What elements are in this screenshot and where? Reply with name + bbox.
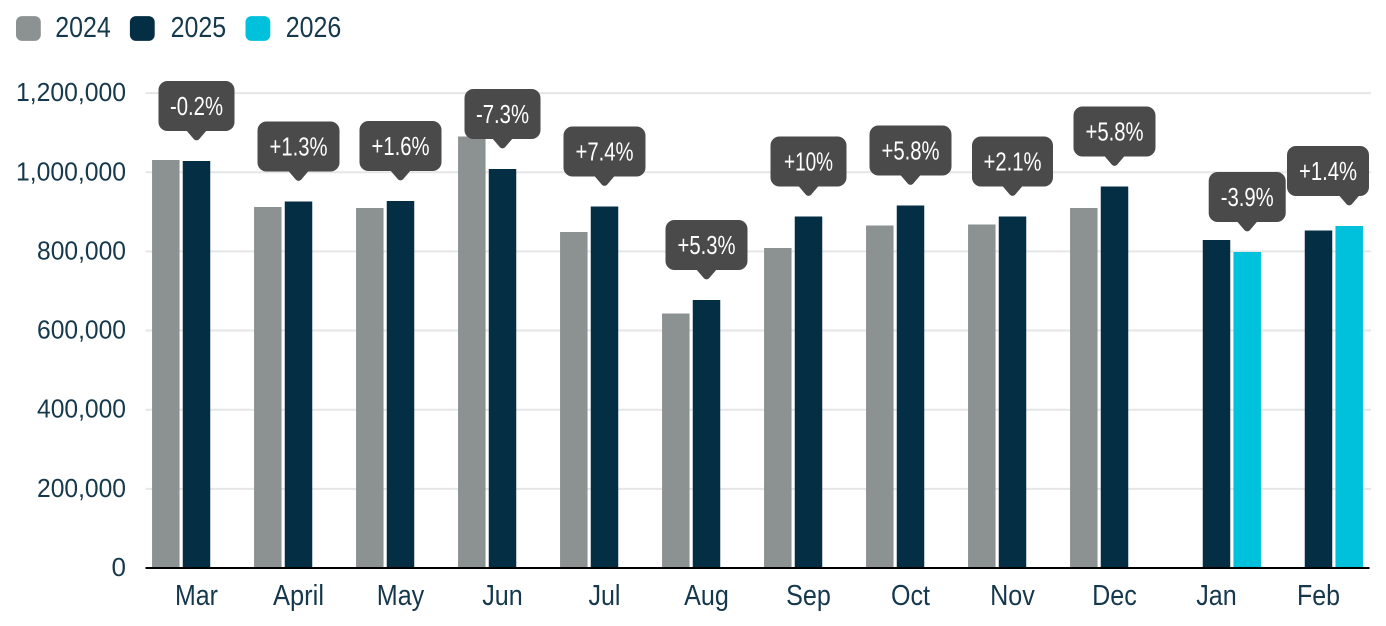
svg-text:Dec: Dec [1092,580,1137,612]
svg-text:-3.9%: -3.9% [1221,182,1274,212]
svg-text:Oct: Oct [891,580,930,612]
svg-text:2026: 2026 [286,12,342,44]
svg-text:-0.2%: -0.2% [170,91,223,121]
svg-text:Aug: Aug [684,580,729,612]
svg-text:Feb: Feb [1297,580,1340,612]
svg-text:200,000: 200,000 [37,473,126,503]
svg-text:+5.8%: +5.8% [882,136,940,166]
svg-text:Jun: Jun [482,580,523,612]
svg-text:May: May [377,580,425,612]
svg-text:0: 0 [112,552,126,582]
svg-text:+5.3%: +5.3% [678,230,736,260]
svg-text:600,000: 600,000 [37,315,126,345]
svg-text:April: April [273,580,324,612]
svg-text:+10%: +10% [784,147,833,177]
svg-text:Nov: Nov [990,580,1035,612]
svg-text:800,000: 800,000 [37,235,126,265]
svg-text:+1.3%: +1.3% [270,132,328,162]
svg-text:Mar: Mar [175,580,218,612]
svg-text:+7.4%: +7.4% [576,137,634,167]
svg-text:+2.1%: +2.1% [984,147,1042,177]
svg-text:+1.4%: +1.4% [1299,156,1357,186]
svg-text:Jan: Jan [1196,580,1237,612]
svg-text:2025: 2025 [171,12,227,44]
svg-text:-7.3%: -7.3% [476,99,529,129]
svg-text:Sep: Sep [786,580,831,612]
svg-text:2024: 2024 [55,12,111,44]
svg-text:1,200,000: 1,200,000 [16,77,126,107]
svg-text:+5.8%: +5.8% [1086,117,1144,147]
svg-text:+1.6%: +1.6% [372,131,430,161]
svg-text:Jul: Jul [589,580,621,612]
svg-text:400,000: 400,000 [37,394,126,424]
svg-text:1,000,000: 1,000,000 [16,156,126,186]
